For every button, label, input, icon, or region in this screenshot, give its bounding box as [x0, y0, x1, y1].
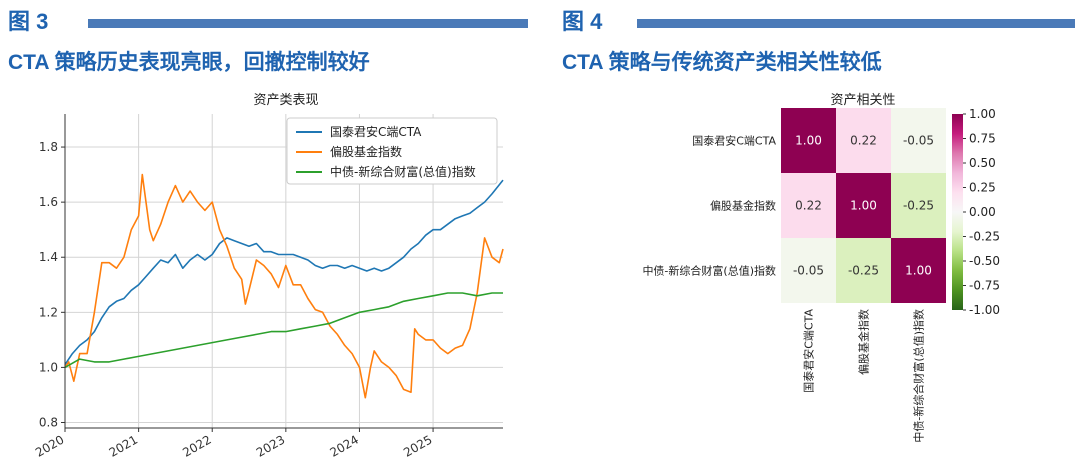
- x-tick-label: 2022: [180, 432, 213, 459]
- y-tick-label: 1.2: [39, 305, 58, 319]
- colorbar-tick-label: 1.00: [969, 107, 996, 121]
- heatmap-cell-label: -0.05: [903, 134, 934, 148]
- colorbar-tick-label: 0.50: [969, 156, 996, 170]
- legend-label-1: 偏股基金指数: [330, 144, 402, 159]
- heatmap-cell: [891, 238, 946, 303]
- series-line-2: [64, 292, 503, 369]
- heatmap-cell: [836, 108, 891, 173]
- colorbar-tick-label: 0.00: [969, 205, 996, 219]
- y-tick-label: 1.6: [39, 195, 58, 209]
- line-chart: 资产类表现 0.8 1.0 1.2 1.4 1.6 1.8 2020 2021 2022 2023…: [33, 93, 504, 460]
- heatmap-cell: [891, 108, 946, 173]
- x-tick-label: 2020: [33, 432, 66, 459]
- heatmap-cell: [836, 173, 891, 238]
- colorbar-tick-label: 0.25: [969, 181, 996, 195]
- y-tick-label: 1.8: [39, 140, 58, 154]
- heatmap-colorbar: 1.00 0.75 0.50 0.25 0.00 -0.25 -0.50 -0.75 -1.00: [952, 107, 1000, 317]
- heatmap-title: 资产相关性: [830, 93, 895, 108]
- x-tick-label: 2023: [254, 432, 287, 459]
- x-tick-label: 2021: [107, 432, 140, 459]
- heatmap-cell-label: -0.05: [793, 264, 824, 278]
- colorbar-tick-label: -0.50: [969, 254, 1000, 268]
- figure-4-label: 图 4: [562, 9, 603, 34]
- heatmap-col-label: 偏股基金指数: [857, 309, 871, 375]
- heatmap-cell: [781, 108, 836, 173]
- heatmap-cell: [836, 238, 891, 303]
- y-tick-label: 1.0: [39, 360, 58, 374]
- heatmap-cell-label: 0.22: [850, 134, 877, 148]
- figure-4-divider-bar: [637, 19, 1075, 28]
- figure-4-title: CTA 策略与传统资产类相关性较低: [562, 51, 882, 74]
- heatmap-cell-label: 0.22: [795, 199, 822, 213]
- heatmap-cell-label: 1.00: [905, 264, 932, 278]
- heatmap-cell-label: -0.25: [848, 264, 879, 278]
- heatmap-row-label: 中债-新综合财富(总值)指数: [642, 264, 776, 278]
- heatmap-cell: [781, 173, 836, 238]
- y-tick-label: 0.8: [39, 415, 58, 429]
- heatmap-row-label: 国泰君安C端CTA: [692, 134, 776, 148]
- correlation-heatmap: 资产相关性 1.00 0.22 -0.05 0.22 1.00 -0.25 -0.05 -0.…: [642, 93, 1000, 443]
- colorbar-tick-label: -0.75: [969, 279, 1000, 293]
- legend-label-0: 国泰君安C端CTA: [330, 124, 422, 139]
- legend-label-2: 中债-新综合财富(总值)指数: [330, 164, 476, 179]
- x-tick-label: 2024: [327, 432, 360, 459]
- colorbar-gradient: [952, 114, 963, 310]
- colorbar-tick-label: -0.25: [969, 230, 1000, 244]
- heatmap-cell-label: -0.25: [903, 199, 934, 213]
- heatmap-col-label: 中债-新综合财富(总值)指数: [912, 309, 926, 443]
- legend-box: [286, 117, 498, 185]
- heatmap-cell: [891, 173, 946, 238]
- figure-3-label: 图 3: [8, 9, 49, 34]
- y-tick-label: 1.4: [39, 250, 58, 264]
- figure-3-divider-bar: [88, 19, 528, 28]
- x-tick-label: 2025: [401, 432, 434, 459]
- colorbar-tick-label: -1.00: [969, 303, 1000, 317]
- figure-3-title: CTA 策略历史表现亮眼，回撤控制较好: [8, 51, 370, 74]
- heatmap-cell-label: 1.00: [795, 134, 822, 148]
- heatmap-cell-label: 1.00: [850, 199, 877, 213]
- heatmap-row-label: 偏股基金指数: [710, 199, 776, 213]
- colorbar-tick-label: 0.75: [969, 132, 996, 146]
- series-line-1: [64, 173, 504, 399]
- heatmap-col-label: 国泰君安C端CTA: [802, 309, 816, 393]
- series-line-0: [64, 179, 504, 366]
- heatmap-cell: [781, 238, 836, 303]
- line-chart-title: 资产类表现: [253, 93, 318, 108]
